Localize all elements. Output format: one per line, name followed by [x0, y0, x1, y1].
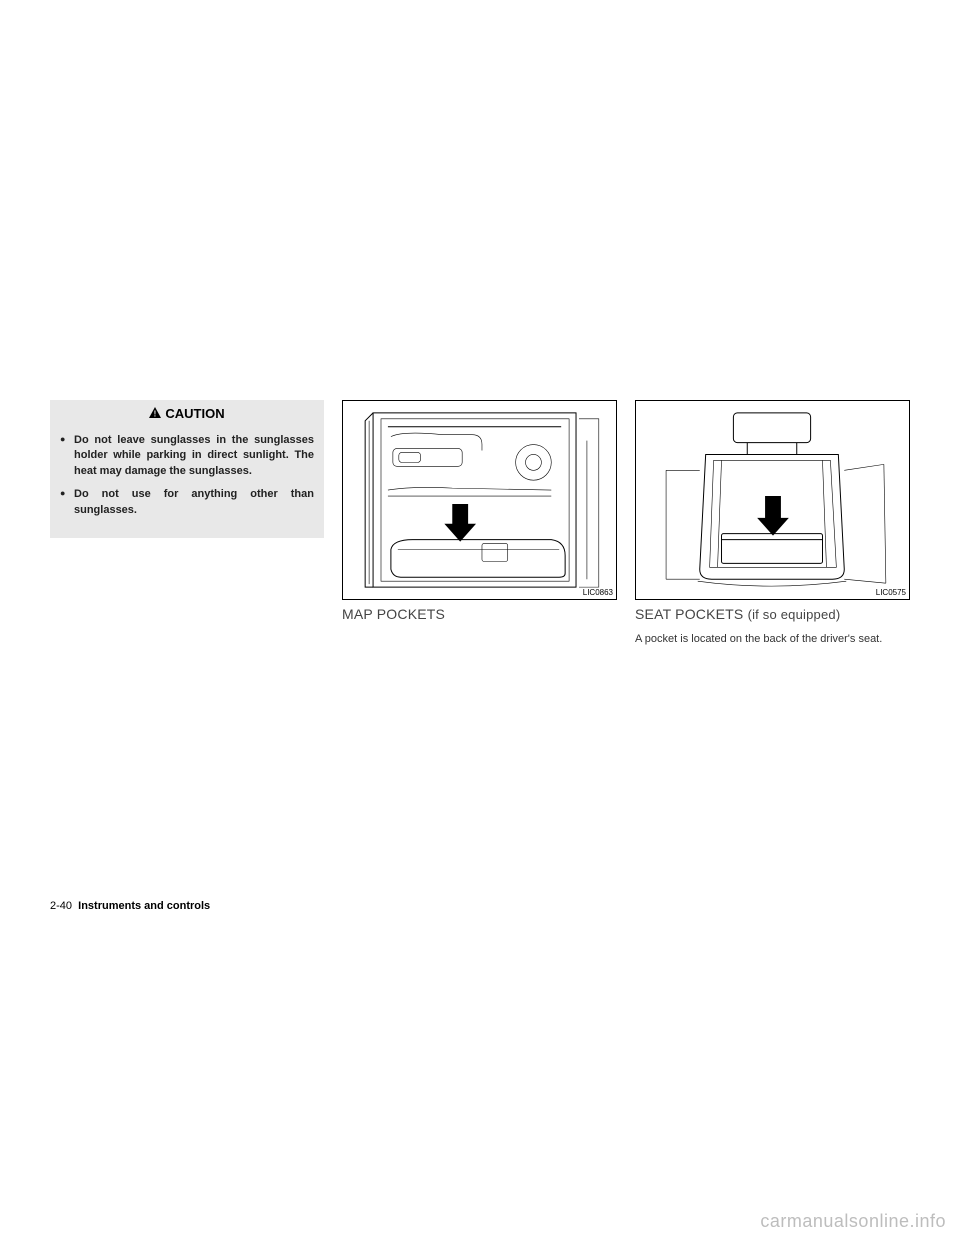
caution-label: CAUTION: [165, 406, 224, 421]
column-seat-pockets: LIC0575 SEAT POCKETS (if so equipped) A …: [635, 400, 910, 648]
manual-page: ! CAUTION Do not leave sunglasses in the…: [0, 0, 960, 1242]
figure-code: LIC0575: [876, 588, 906, 597]
caution-list: Do not leave sunglasses in the sunglasse…: [50, 427, 324, 538]
column-caution: ! CAUTION Do not leave sunglasses in the…: [50, 400, 324, 648]
column-map-pockets: LIC0863 MAP POCKETS: [342, 400, 617, 648]
seat-pockets-heading-main: SEAT POCKETS: [635, 606, 748, 622]
caution-item: Do not leave sunglasses in the sunglasse…: [60, 433, 314, 479]
warning-icon: !: [149, 406, 161, 421]
map-pockets-heading: MAP POCKETS: [342, 606, 617, 622]
page-footer: 2-40 Instruments and controls: [50, 900, 210, 912]
figure-map-pockets: LIC0863: [342, 400, 617, 600]
seat-pockets-heading: SEAT POCKETS (if so equipped): [635, 606, 910, 622]
page-number: 2-40: [50, 900, 72, 912]
content-row: ! CAUTION Do not leave sunglasses in the…: [50, 400, 910, 648]
figure-seat-pockets: LIC0575: [635, 400, 910, 600]
svg-text:!: !: [154, 410, 157, 419]
caution-item: Do not use for anything other than sungl…: [60, 487, 314, 518]
seat-pockets-body: A pocket is located on the back of the d…: [635, 632, 910, 648]
section-title: Instruments and controls: [78, 900, 210, 912]
watermark: carmanualsonline.info: [760, 1211, 946, 1232]
door-panel-illustration: [343, 401, 616, 599]
seat-back-illustration: [636, 401, 909, 599]
seat-pockets-heading-sub: (if so equipped): [748, 607, 841, 622]
caution-header: ! CAUTION: [50, 400, 324, 427]
figure-code: LIC0863: [583, 588, 613, 597]
